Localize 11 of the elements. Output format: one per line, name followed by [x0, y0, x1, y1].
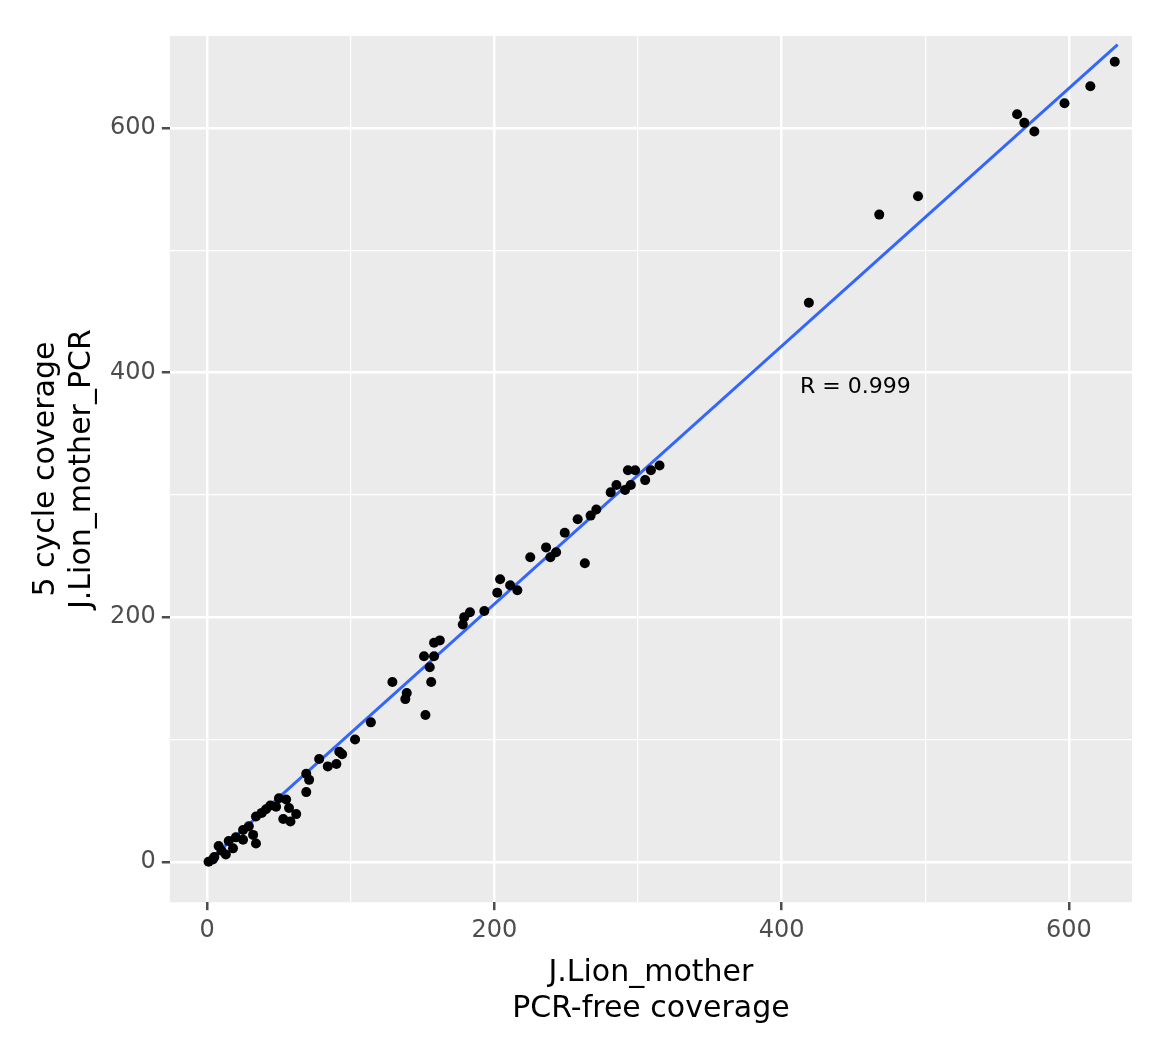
x-axis-title: J.Lion_mother PCR-free coverage	[512, 952, 790, 1024]
y-tick-label: 0	[140, 846, 156, 875]
x-tick-label: 400	[758, 914, 805, 943]
x-tick-label: 0	[199, 914, 215, 943]
y-tick-label: 600	[110, 111, 156, 140]
x-tick-label: 200	[471, 914, 518, 943]
y-tick-label: 400	[110, 356, 156, 385]
x-tick-label: 600	[1045, 914, 1092, 943]
y-tick-label: 200	[110, 601, 156, 630]
y-axis-title: 5 cycle coverage J.Lion_mother_PCR	[25, 329, 97, 612]
annotation: R = 0.999	[800, 372, 911, 398]
